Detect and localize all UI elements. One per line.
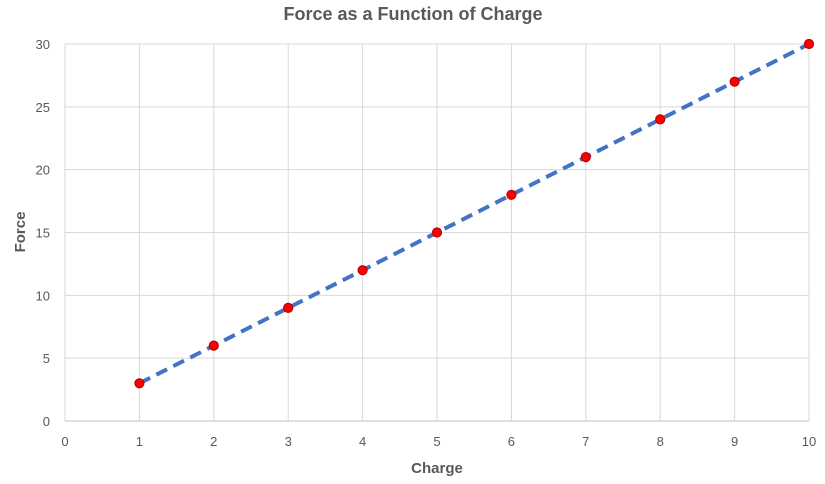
data-point (431, 227, 443, 238)
y-tick-label: 10 (36, 288, 50, 303)
y-tick-label: 25 (36, 100, 50, 115)
data-point (208, 340, 219, 351)
y-axis-ticks: 0 5 10 15 20 25 30 (36, 37, 50, 429)
x-tick-label: 5 (433, 434, 440, 449)
data-point (803, 38, 815, 50)
data-point (134, 378, 145, 389)
x-tick-label: 2 (210, 434, 217, 449)
x-tick-label: 6 (508, 434, 515, 449)
data-points (134, 38, 815, 389)
data-point (655, 114, 666, 125)
x-tick-label: 7 (582, 434, 589, 449)
y-tick-label: 30 (36, 37, 50, 52)
x-tick-label: 1 (136, 434, 143, 449)
y-tick-label: 0 (43, 414, 50, 429)
data-point (729, 76, 740, 87)
x-axis-ticks: 0 1 2 3 4 5 6 7 8 9 10 (61, 434, 816, 449)
x-tick-label: 0 (61, 434, 68, 449)
y-axis-title: Force (12, 212, 29, 253)
trendline (138, 42, 810, 386)
gridlines (64, 43, 810, 421)
data-point (283, 302, 294, 313)
y-tick-label: 5 (43, 351, 50, 366)
x-tick-label: 3 (285, 434, 292, 449)
x-tick-label: 9 (731, 434, 738, 449)
x-tick-label: 10 (802, 434, 816, 449)
chart-title: Force as a Function of Charge (283, 4, 542, 24)
data-point (506, 189, 517, 200)
x-tick-label: 8 (657, 434, 664, 449)
y-tick-label: 15 (36, 226, 50, 241)
trendline-group (138, 42, 810, 386)
y-tick-label: 20 (36, 163, 50, 178)
data-point (357, 265, 368, 276)
x-axis-title: Charge (411, 460, 463, 477)
data-point (580, 152, 591, 163)
x-tick-label: 4 (359, 434, 366, 449)
